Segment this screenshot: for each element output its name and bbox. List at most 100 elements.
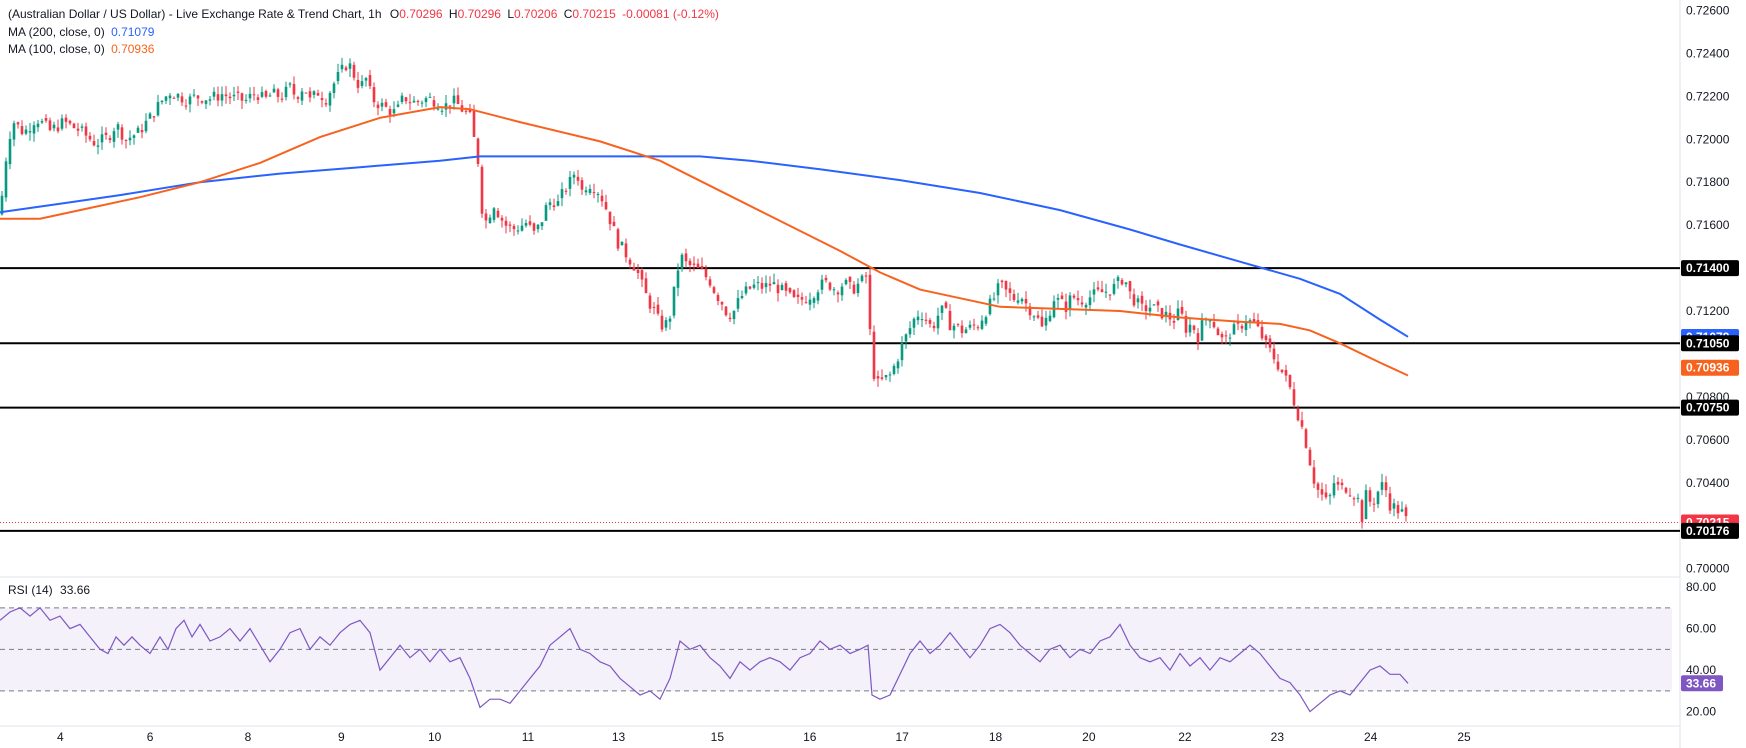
- price-tick-label: 0.70000: [1686, 562, 1730, 576]
- legend-open-label: O: [389, 7, 400, 21]
- candle-body: [912, 318, 916, 328]
- candle-body: [1136, 298, 1140, 303]
- candle-body: [360, 81, 364, 86]
- candle-body: [932, 325, 936, 329]
- candle-body: [416, 101, 420, 103]
- candle-body: [316, 92, 320, 96]
- candle-body: [464, 110, 468, 112]
- candle-body: [1192, 325, 1196, 330]
- candle-body: [240, 93, 244, 101]
- candle-body: [104, 132, 108, 136]
- candle-body: [1056, 297, 1060, 300]
- time-tick-label: 10: [428, 730, 442, 744]
- price-badge-level: [1681, 522, 1739, 539]
- candle-body: [664, 320, 668, 328]
- candle-body: [812, 298, 816, 303]
- candle-body: [636, 270, 640, 274]
- candle-body: [1268, 338, 1272, 348]
- candle-body: [324, 103, 328, 105]
- candle-body: [428, 96, 432, 98]
- candle-body: [0, 195, 4, 215]
- candle-body: [616, 229, 620, 249]
- candle-body: [1328, 495, 1332, 497]
- candle-body: [184, 105, 188, 107]
- time-tick-label: 17: [896, 730, 910, 744]
- time-tick-label: 11: [522, 730, 535, 744]
- candle-body: [264, 91, 268, 97]
- candle-body: [312, 91, 316, 95]
- candle-body: [484, 213, 488, 221]
- candle-body: [712, 287, 716, 293]
- candle-body: [444, 103, 448, 110]
- candle-body: [1316, 483, 1320, 490]
- candle-body: [836, 292, 840, 295]
- candle-body: [520, 225, 524, 231]
- candle-body: [920, 319, 924, 321]
- candle-body: [396, 104, 400, 107]
- candle-body: [1332, 483, 1336, 496]
- candle-body: [860, 275, 864, 282]
- candle-body: [504, 220, 508, 226]
- candle-body: [528, 221, 532, 225]
- candle-body: [1248, 320, 1252, 322]
- candle-body: [320, 98, 324, 101]
- candle-body: [816, 292, 820, 301]
- candle-body: [828, 282, 832, 290]
- candle-body: [468, 108, 472, 113]
- time-tick-label: 23: [1271, 730, 1285, 744]
- candle-body: [640, 270, 644, 280]
- candle-body: [92, 141, 96, 146]
- candle-body: [760, 283, 764, 289]
- candle-body: [1016, 300, 1020, 303]
- candle-body: [344, 67, 348, 71]
- rsi-value-badge: [1681, 675, 1723, 692]
- candle-body: [456, 95, 460, 105]
- candle-body: [436, 108, 440, 110]
- candle-body: [1184, 315, 1188, 333]
- candle-body: [392, 109, 396, 114]
- candle-body: [1164, 311, 1168, 317]
- candle-body: [1132, 294, 1136, 306]
- candle-body: [1260, 326, 1264, 339]
- candle-body: [372, 87, 376, 103]
- candle-body: [776, 284, 780, 294]
- candle-body: [1360, 500, 1364, 522]
- candle-body: [4, 161, 8, 198]
- rsi-tick-label: 40.00: [1686, 663, 1716, 677]
- candle-body: [12, 123, 16, 140]
- price-badge-level: [1681, 399, 1739, 416]
- candle-body: [268, 95, 272, 97]
- candle-body: [452, 95, 456, 104]
- candle-body: [332, 83, 336, 94]
- ma200-value: 0.71079: [111, 25, 155, 39]
- candle-body: [336, 72, 340, 82]
- candle-body: [944, 302, 948, 308]
- candle-body: [1020, 299, 1024, 302]
- candle-body: [904, 334, 908, 342]
- candle-body: [544, 205, 548, 221]
- candle-body: [56, 127, 60, 132]
- candle-body: [40, 121, 44, 123]
- candle-body: [280, 98, 284, 100]
- time-tick-label: 16: [803, 730, 817, 744]
- candle-body: [996, 283, 1000, 296]
- candle-body: [420, 102, 424, 104]
- legend-close: 0.70215: [572, 7, 616, 21]
- candle-body: [704, 268, 708, 278]
- candle-body: [24, 129, 28, 134]
- candle-body: [840, 286, 844, 296]
- candle-body: [940, 305, 944, 313]
- candle-body: [584, 190, 588, 193]
- candle-body: [568, 176, 572, 189]
- candle-body: [388, 109, 392, 115]
- candle-body: [824, 277, 828, 281]
- candle-body: [732, 310, 736, 320]
- candle-body: [964, 329, 968, 334]
- candle-body: [1180, 306, 1184, 314]
- candle-body: [488, 217, 492, 224]
- candle-body: [708, 279, 712, 286]
- candle-body: [660, 315, 664, 330]
- candles-group: [0, 57, 1408, 529]
- time-tick-label: 24: [1364, 730, 1378, 744]
